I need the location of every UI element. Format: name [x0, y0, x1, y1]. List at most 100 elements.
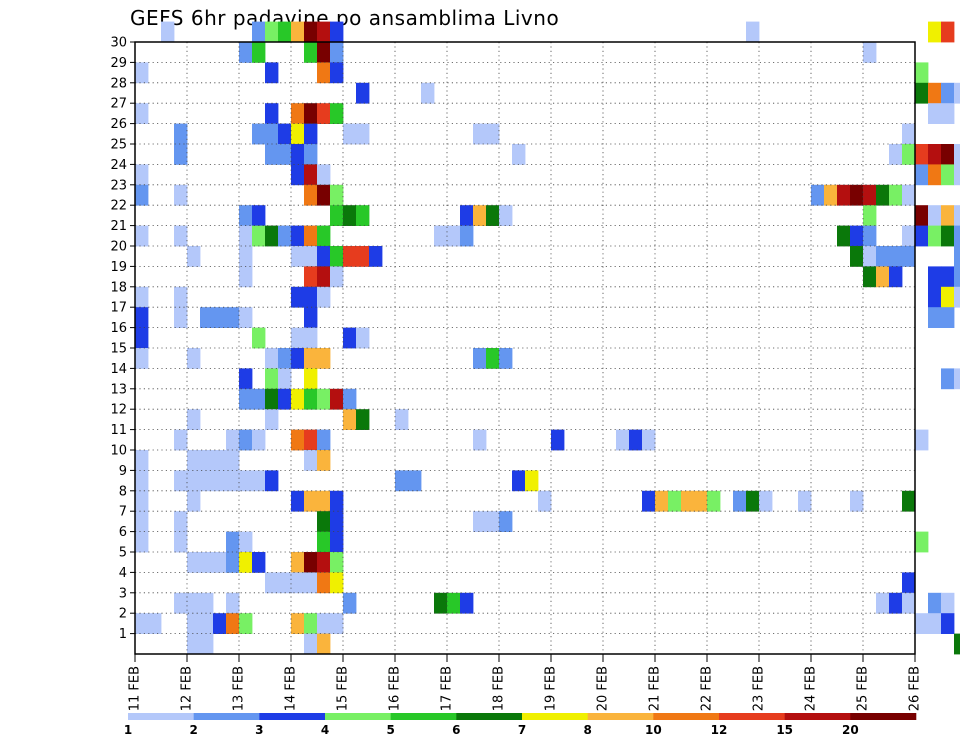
heatmap-cell: [135, 327, 149, 349]
chart-title: GEFS 6hr padavine po ansamblima Livno: [130, 6, 560, 30]
heatmap-cell: [200, 470, 214, 492]
heatmap-cell: [304, 42, 318, 63]
heatmap-cell: [317, 62, 331, 84]
heatmap-cell: [252, 42, 266, 63]
heatmap-cell: [954, 225, 960, 247]
heatmap-cell: [239, 613, 253, 634]
y-tick-label: 14: [110, 362, 127, 377]
heatmap-cell: [252, 327, 266, 349]
heatmap-cell: [252, 470, 266, 492]
colorbar-swatch: [259, 713, 326, 720]
heatmap-cell: [291, 348, 305, 369]
heatmap-cell: [941, 613, 955, 634]
heatmap-cells: [135, 21, 960, 655]
heatmap-cell: [265, 21, 279, 43]
y-tick-label: 16: [110, 321, 127, 336]
heatmap-cell: [174, 592, 188, 614]
heatmap-cell: [889, 592, 903, 614]
heatmap-cell: [304, 388, 318, 410]
heatmap-cell: [291, 327, 305, 349]
heatmap-cell: [239, 205, 253, 226]
heatmap-cell: [928, 286, 942, 308]
heatmap-cell: [135, 286, 149, 308]
x-tick-label: 25 FEB: [856, 666, 871, 711]
heatmap-cell: [135, 470, 149, 492]
y-tick-label: 27: [110, 97, 127, 112]
heatmap-cell: [213, 552, 227, 573]
heatmap-cell: [317, 286, 331, 308]
heatmap-cell: [304, 266, 318, 288]
heatmap-cell: [343, 388, 357, 410]
heatmap-cell: [460, 592, 474, 614]
heatmap-cell: [174, 286, 188, 308]
heatmap-cell: [265, 62, 279, 84]
x-tick-label: 13 FEB: [232, 666, 247, 711]
heatmap-cell: [239, 368, 253, 390]
heatmap-cell: [902, 246, 916, 267]
heatmap-cell: [317, 103, 331, 124]
heatmap-cell: [278, 123, 292, 145]
heatmap-cell: [317, 225, 331, 247]
heatmap-cell: [889, 144, 903, 165]
y-tick-label: 21: [110, 219, 127, 234]
colorbar-swatch: [850, 713, 917, 720]
heatmap-cell: [239, 470, 253, 492]
heatmap-cell: [304, 286, 318, 308]
heatmap-cell: [252, 552, 266, 573]
heatmap-cell: [889, 184, 903, 206]
heatmap-cell: [642, 490, 656, 512]
colorbar-swatch: [128, 713, 194, 720]
heatmap-cell: [278, 348, 292, 369]
heatmap-cell: [473, 348, 487, 369]
x-tick-label: 12 FEB: [180, 666, 195, 711]
heatmap-cell: [291, 388, 305, 410]
y-tick-label: 1: [119, 627, 127, 642]
heatmap-cell: [304, 552, 318, 573]
colorbar-swatch: [719, 713, 785, 720]
heatmap-cell: [330, 490, 344, 512]
heatmap-cell: [824, 184, 838, 206]
heatmap-cell: [226, 429, 240, 451]
heatmap-cell: [486, 205, 500, 226]
heatmap-cell: [694, 490, 708, 512]
heatmap-cell: [928, 21, 942, 43]
heatmap-cell: [135, 613, 149, 634]
heatmap-cell: [161, 21, 175, 43]
heatmap-cell: [863, 225, 877, 247]
heatmap-cell: [941, 164, 955, 186]
heatmap-cell: [356, 205, 370, 226]
heatmap-cell: [928, 307, 942, 328]
heatmap-cell: [954, 205, 960, 226]
heatmap-cell: [317, 490, 331, 512]
y-tick-label: 12: [110, 403, 127, 418]
heatmap-cell: [265, 388, 279, 410]
heatmap-cell: [304, 450, 318, 471]
heatmap-cell: [213, 613, 227, 634]
heatmap-cell: [421, 82, 435, 104]
heatmap-cell: [954, 368, 960, 390]
heatmap-cell: [941, 144, 955, 165]
heatmap-cell: [811, 184, 825, 206]
heatmap-cell: [304, 429, 318, 451]
y-tick-label: 13: [110, 382, 127, 397]
heatmap-cell: [213, 450, 227, 471]
x-tick-label: 23 FEB: [752, 666, 767, 711]
heatmap-cell: [291, 429, 305, 451]
heatmap-cell: [486, 511, 500, 532]
heatmap-cell: [902, 144, 916, 165]
heatmap-cell: [200, 613, 214, 634]
heatmap-cell: [278, 21, 292, 43]
heatmap-cell: [317, 531, 331, 553]
heatmap-cell: [317, 572, 331, 594]
heatmap-cell: [226, 531, 240, 553]
heatmap-cell: [330, 42, 344, 63]
heatmap-cell: [343, 592, 357, 614]
heatmap-cell: [798, 490, 812, 512]
heatmap-cell: [499, 348, 513, 369]
heatmap-cell: [863, 266, 877, 288]
colorbar-label: 3: [255, 723, 263, 737]
heatmap-cell: [915, 82, 929, 104]
y-tick-label: 19: [110, 260, 127, 275]
colorbar-label: 10: [645, 723, 662, 737]
